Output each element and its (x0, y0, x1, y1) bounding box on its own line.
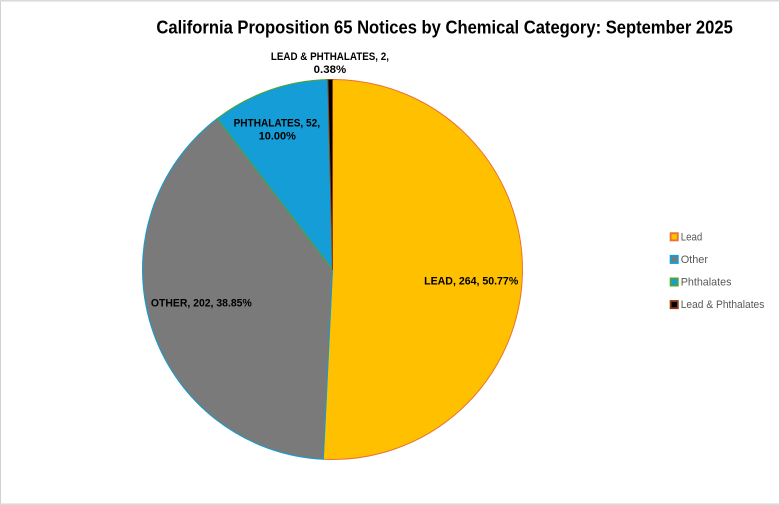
svg-text:10.00%: 10.00% (259, 130, 296, 142)
svg-text:OTHER, 202, 38.85%: OTHER, 202, 38.85% (151, 297, 252, 309)
svg-text:0.38%: 0.38% (314, 64, 347, 76)
svg-text:LEAD & PHTHALATES, 2,: LEAD & PHTHALATES, 2, (271, 51, 389, 63)
svg-text:Lead: Lead (681, 231, 703, 243)
svg-text:Other: Other (681, 254, 708, 266)
svg-text:California Proposition 65 Noti: California Proposition 65 Notices by Che… (156, 16, 732, 37)
svg-text:Lead & Phthalates: Lead & Phthalates (681, 299, 765, 311)
svg-text:PHTHALATES, 52,: PHTHALATES, 52, (234, 117, 320, 129)
svg-text:Phthalates: Phthalates (681, 277, 732, 289)
svg-text:LEAD, 264, 50.77%: LEAD, 264, 50.77% (424, 276, 518, 288)
